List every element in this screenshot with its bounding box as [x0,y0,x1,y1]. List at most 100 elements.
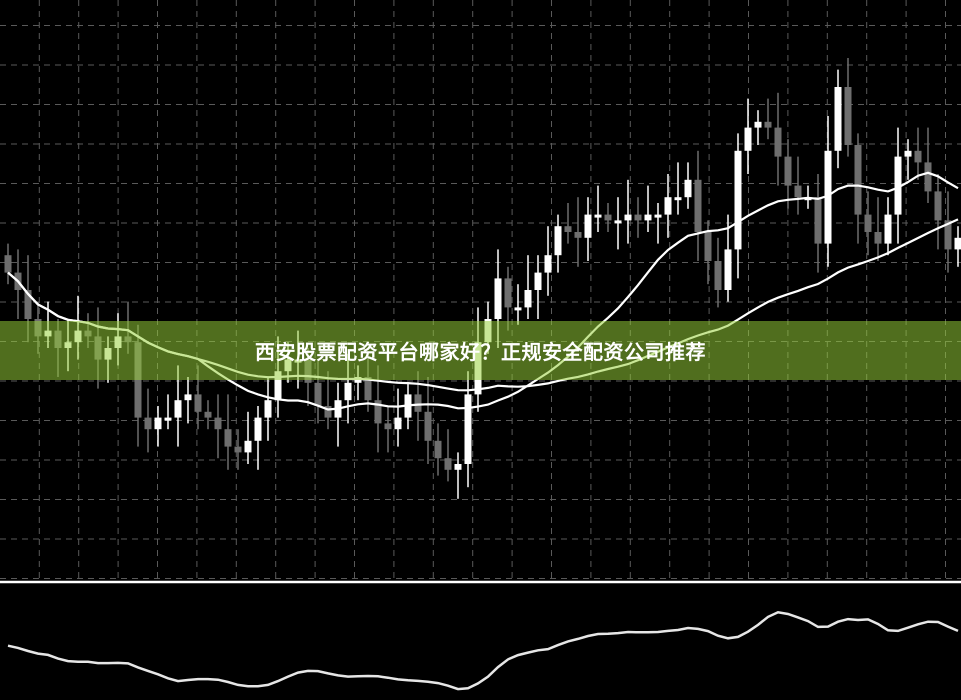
candle-body [364,377,372,401]
candle-body [264,400,272,418]
candle-body [814,197,822,244]
candle [824,116,832,267]
candle [934,174,942,250]
candle [154,406,162,447]
candle-body [544,255,552,273]
candle-body [314,382,322,406]
candle-body [754,121,762,128]
candle-body [904,150,912,157]
candle [604,203,612,232]
candle [464,371,472,488]
candle [894,127,902,244]
candle [4,243,12,285]
candle-body [824,150,832,244]
candle-body [694,179,702,232]
candle [764,98,772,140]
candle [874,197,882,261]
candle [504,266,512,331]
candle [864,191,872,256]
candle [524,255,532,319]
candle-body [194,394,202,412]
candle-body [794,185,802,198]
candle [394,388,402,447]
candle [144,388,152,453]
candle [414,371,422,441]
candle [844,58,852,157]
candle [384,406,392,453]
candle-body [954,237,961,250]
candle [904,139,912,180]
candle-body [214,417,222,430]
candle-body [834,87,842,151]
candle-body [944,220,952,250]
candle [834,69,842,169]
candle-body [664,197,672,215]
candle [544,226,552,296]
candle [424,377,432,464]
candle-body [864,214,872,232]
candle-body [434,440,442,459]
candle-body [734,150,742,250]
candle-body [154,417,162,430]
candle-body [554,226,562,256]
candle [594,185,602,232]
candle [224,394,232,470]
oscillator-line [7,611,959,691]
candle [664,174,672,238]
candle-body [324,406,332,418]
candle [584,197,592,261]
candle [954,226,961,267]
candle [164,394,172,430]
candle-body [634,214,642,221]
candle [634,197,642,238]
candle-body [344,382,352,401]
candle [454,452,462,499]
candle [784,139,792,209]
candle [774,92,782,186]
candle-body [654,214,662,218]
candle-body [534,272,542,290]
candle-body [604,214,612,221]
candle-body [504,278,512,308]
candle [324,371,332,430]
candle [514,284,522,325]
candle-body [594,214,602,218]
candle [444,429,452,482]
candle [534,255,542,319]
candle-body [454,464,462,470]
candle [264,377,272,441]
candle-body [614,220,622,224]
candle [684,162,692,209]
candle-body [524,290,532,308]
candle [214,394,222,459]
candle [744,98,752,174]
candle-body [424,411,432,441]
candle-body [644,214,652,221]
candle-body [224,429,232,447]
candle-body [564,226,572,232]
candle [204,400,212,430]
candle [564,203,572,244]
candle-body [744,127,752,151]
candle-body [764,121,772,128]
candle [254,406,262,470]
candle [244,411,252,464]
candles [4,58,961,499]
candle-body [414,394,422,412]
candle [334,382,342,447]
candle [794,156,802,215]
candle [924,127,932,203]
candle-body [174,400,182,418]
title-banner: 西安股票配资平台哪家好？正规安全配资公司推荐 [0,321,961,380]
candle-body [684,179,692,198]
candle-body [584,214,592,238]
candle-body [144,417,152,430]
candle [714,237,722,308]
candle-body [384,423,392,430]
candle-body [514,307,522,311]
candle-body [924,162,932,192]
candle-body [244,440,252,453]
candle-body [24,290,32,319]
candle-body [934,191,942,221]
